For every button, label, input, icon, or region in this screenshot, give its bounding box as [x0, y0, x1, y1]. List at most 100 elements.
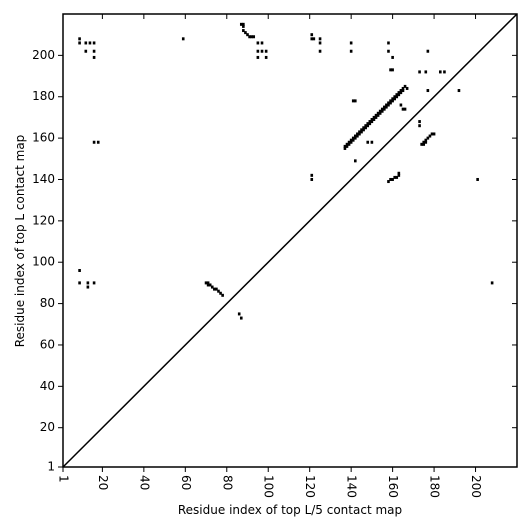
point [219, 291, 222, 295]
point [358, 130, 361, 134]
point [372, 117, 376, 121]
point [424, 70, 428, 74]
point [391, 99, 394, 103]
point [370, 140, 374, 144]
point [356, 134, 359, 138]
point [401, 107, 405, 111]
x-tick-label: 180 [428, 475, 442, 498]
point [84, 49, 88, 53]
point [349, 41, 353, 45]
point [393, 95, 396, 99]
point [430, 132, 434, 136]
point [86, 285, 90, 289]
point [424, 138, 428, 142]
x-tick-label: 100 [262, 475, 276, 498]
point [420, 142, 423, 146]
point [256, 49, 260, 53]
point [349, 138, 353, 142]
point [345, 142, 349, 146]
point [393, 175, 396, 179]
point [393, 97, 396, 101]
y-tick-label: 140 [32, 172, 55, 186]
point [405, 86, 409, 90]
y-tick-label: 120 [32, 213, 55, 227]
point [343, 144, 347, 148]
point [349, 140, 353, 144]
point [391, 68, 394, 72]
x-tick-label: 60 [179, 475, 193, 490]
x-tick-label: 160 [386, 475, 400, 498]
point [264, 55, 268, 59]
y-tick-label: 1 [47, 460, 55, 474]
point [490, 281, 494, 285]
point [391, 177, 394, 181]
point [208, 283, 212, 287]
y-tick-label: 20 [40, 420, 55, 434]
point [96, 140, 100, 144]
point [418, 120, 421, 124]
point [347, 140, 351, 144]
point [349, 49, 353, 53]
point [399, 91, 403, 95]
point [206, 283, 210, 287]
point [399, 103, 403, 107]
point [403, 84, 407, 88]
point [310, 37, 314, 41]
x-tick-label: 120 [303, 475, 317, 498]
plot-frame [62, 13, 518, 468]
point [250, 35, 253, 39]
point [239, 22, 243, 26]
point [92, 41, 96, 45]
point [242, 24, 245, 28]
point [213, 287, 216, 291]
y-tick-label: 80 [40, 296, 55, 310]
point [256, 41, 260, 45]
point [92, 281, 96, 285]
point [354, 134, 357, 138]
point [360, 130, 363, 134]
point [260, 41, 264, 45]
y-axis-label: Residue index of top L contact map [13, 135, 27, 348]
point [391, 97, 394, 101]
point [356, 132, 359, 136]
point [260, 49, 264, 53]
point [354, 159, 357, 163]
y-tick-label: 100 [32, 255, 55, 269]
y-tick-label: 60 [40, 337, 55, 351]
point [387, 180, 390, 184]
point [370, 117, 374, 121]
point [397, 171, 401, 175]
point [360, 128, 363, 132]
point [88, 41, 92, 45]
point [221, 293, 224, 297]
point [217, 289, 220, 293]
point [374, 115, 378, 119]
point [422, 140, 426, 144]
point [215, 287, 218, 291]
point [312, 37, 316, 41]
point [364, 124, 367, 128]
point [351, 136, 355, 140]
point [242, 29, 245, 33]
point [401, 86, 405, 90]
point [397, 173, 401, 177]
point [78, 268, 81, 272]
point [310, 173, 314, 177]
diagonal [62, 13, 518, 468]
point [372, 115, 376, 119]
point [92, 140, 96, 144]
point [378, 111, 382, 115]
point [354, 99, 357, 103]
point [354, 136, 357, 140]
point [476, 177, 479, 181]
y-tick-label: 200 [32, 48, 55, 62]
point [204, 281, 208, 285]
point [244, 31, 247, 35]
point [78, 37, 81, 41]
point [397, 91, 401, 95]
point [387, 41, 390, 45]
point [366, 124, 370, 128]
point [366, 140, 370, 144]
x-axis-label: Residue index of top L/5 contact map [178, 503, 402, 517]
x-tick-label: 20 [96, 475, 110, 490]
